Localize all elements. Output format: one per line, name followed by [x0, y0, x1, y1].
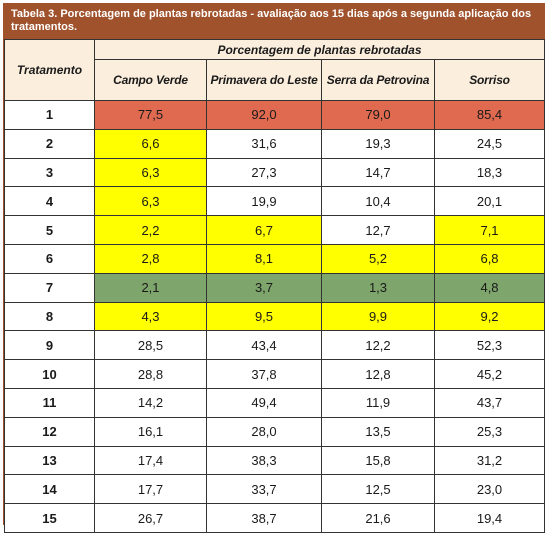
treatment-cell: 13: [4, 445, 95, 476]
value-cell-sorriso: 85,4: [433, 100, 546, 130]
table-row: 1 77,5 92,0 79,0 85,4: [4, 100, 546, 130]
value-cell-campo-verde: 16,1: [94, 416, 207, 447]
table-row: 8 4,3 9,5 9,9 9,2: [4, 301, 546, 332]
value-cell-serra-da-petrovina: 14,7: [321, 157, 435, 188]
value-cell-campo-verde: 77,5: [94, 100, 207, 130]
table-row: 10 28,8 37,8 12,8 45,2: [4, 359, 546, 389]
value-cell-campo-verde: 6,3: [94, 186, 207, 217]
value-cell-campo-verde: 2,8: [94, 243, 207, 274]
column-header-sorriso: Sorriso: [433, 59, 546, 101]
treatment-cell: 8: [4, 301, 95, 332]
value-cell-serra-da-petrovina: 12,5: [321, 474, 435, 505]
value-cell-serra-da-petrovina: 9,9: [321, 301, 435, 332]
treatment-cell: 4: [4, 186, 95, 217]
value-cell-primavera-do-leste: 92,0: [206, 100, 322, 130]
value-cell-sorriso: 43,7: [433, 387, 546, 418]
treatment-cell: 3: [4, 157, 95, 188]
table-row: 7 2,1 3,7 1,3 4,8: [4, 272, 546, 303]
value-cell-serra-da-petrovina: 5,2: [321, 243, 435, 274]
value-cell-campo-verde: 14,2: [94, 387, 207, 418]
row-header-tratamento: Tratamento: [4, 39, 95, 101]
value-cell-primavera-do-leste: 6,7: [206, 215, 322, 245]
treatment-cell: 14: [4, 474, 95, 505]
value-cell-primavera-do-leste: 37,8: [206, 359, 322, 389]
value-cell-campo-verde: 6,3: [94, 157, 207, 188]
treatment-cell: 12: [4, 416, 95, 447]
value-cell-primavera-do-leste: 19,9: [206, 186, 322, 217]
value-cell-primavera-do-leste: 3,7: [206, 272, 322, 303]
table-row: 3 6,3 27,3 14,7 18,3: [4, 157, 546, 188]
column-header-campo-verde: Campo Verde: [94, 59, 207, 101]
column-header-primavera-do-leste: Primavera do Leste: [206, 59, 322, 101]
value-cell-sorriso: 31,2: [433, 445, 546, 476]
value-cell-sorriso: 4,8: [433, 272, 546, 303]
value-cell-campo-verde: 17,4: [94, 445, 207, 476]
table-row: 2 6,6 31,6 19,3 24,5: [4, 128, 546, 159]
treatment-cell: 11: [4, 387, 95, 418]
table-row: 4 6,3 19,9 10,4 20,1: [4, 186, 546, 217]
treatment-cell: 2: [4, 128, 95, 159]
value-cell-serra-da-petrovina: 19,3: [321, 128, 435, 159]
table-row: 12 16,1 28,0 13,5 25,3: [4, 416, 546, 447]
value-cell-campo-verde: 2,1: [94, 272, 207, 303]
value-cell-sorriso: 23,0: [433, 474, 546, 505]
data-table: Tratamento Porcentagem de plantas rebrot…: [4, 39, 546, 533]
value-cell-sorriso: 24,5: [433, 128, 546, 159]
value-cell-primavera-do-leste: 31,6: [206, 128, 322, 159]
value-cell-serra-da-petrovina: 21,6: [321, 503, 435, 533]
value-cell-sorriso: 20,1: [433, 186, 546, 217]
value-cell-serra-da-petrovina: 12,8: [321, 359, 435, 389]
value-cell-sorriso: 9,2: [433, 301, 546, 332]
value-cell-campo-verde: 4,3: [94, 301, 207, 332]
value-cell-primavera-do-leste: 38,7: [206, 503, 322, 533]
group-header: Porcentagem de plantas rebrotadas: [93, 39, 546, 60]
value-cell-sorriso: 19,4: [433, 503, 546, 533]
treatment-cell: 5: [4, 215, 95, 245]
table-caption: Tabela 3. Porcentagem de plantas rebrota…: [3, 3, 545, 39]
value-cell-primavera-do-leste: 38,3: [206, 445, 322, 476]
value-cell-primavera-do-leste: 27,3: [206, 157, 322, 188]
value-cell-campo-verde: 6,6: [94, 128, 207, 159]
value-cell-serra-da-petrovina: 1,3: [321, 272, 435, 303]
value-cell-sorriso: 7,1: [433, 215, 546, 245]
treatment-cell: 10: [4, 359, 95, 389]
value-cell-campo-verde: 17,7: [94, 474, 207, 505]
value-cell-primavera-do-leste: 8,1: [206, 243, 322, 274]
treatment-cell: 7: [4, 272, 95, 303]
value-cell-sorriso: 45,2: [433, 359, 546, 389]
value-cell-sorriso: 18,3: [433, 157, 546, 188]
value-cell-serra-da-petrovina: 10,4: [321, 186, 435, 217]
table-row: 11 14,2 49,4 11,9 43,7: [4, 387, 546, 418]
value-cell-primavera-do-leste: 49,4: [206, 387, 322, 418]
table-row: 5 2,2 6,7 12,7 7,1: [4, 215, 546, 245]
value-cell-primavera-do-leste: 28,0: [206, 416, 322, 447]
value-cell-serra-da-petrovina: 79,0: [321, 100, 435, 130]
value-cell-sorriso: 25,3: [433, 416, 546, 447]
treatment-cell: 15: [4, 503, 95, 533]
value-cell-sorriso: 52,3: [433, 330, 546, 361]
column-header-serra-da-petrovina: Serra da Petrovina: [321, 59, 435, 101]
value-cell-serra-da-petrovina: 15,8: [321, 445, 435, 476]
value-cell-primavera-do-leste: 43,4: [206, 330, 322, 361]
value-cell-sorriso: 6,8: [433, 243, 546, 274]
table-body: 1 77,5 92,0 79,0 85,4 2 6,6 31,6 19,3 24,5 3 6,3 27,…: [4, 100, 546, 533]
treatment-cell: 6: [4, 243, 95, 274]
value-cell-primavera-do-leste: 9,5: [206, 301, 322, 332]
table-row: 15 26,7 38,7 21,6 19,4: [4, 503, 546, 533]
table-row: 6 2,8 8,1 5,2 6,8: [4, 243, 546, 274]
value-cell-serra-da-petrovina: 12,7: [321, 215, 435, 245]
value-cell-campo-verde: 26,7: [94, 503, 207, 533]
value-cell-primavera-do-leste: 33,7: [206, 474, 322, 505]
value-cell-serra-da-petrovina: 11,9: [321, 387, 435, 418]
value-cell-serra-da-petrovina: 13,5: [321, 416, 435, 447]
table-row: 9 28,5 43,4 12,2 52,3: [4, 330, 546, 361]
value-cell-campo-verde: 2,2: [94, 215, 207, 245]
value-cell-campo-verde: 28,5: [94, 330, 207, 361]
table-row: 14 17,7 33,7 12,5 23,0: [4, 474, 546, 505]
value-cell-campo-verde: 28,8: [94, 359, 207, 389]
value-cell-serra-da-petrovina: 12,2: [321, 330, 435, 361]
treatment-cell: 9: [4, 330, 95, 361]
treatment-cell: 1: [4, 100, 95, 130]
table-row: 13 17,4 38,3 15,8 31,2: [4, 445, 546, 476]
